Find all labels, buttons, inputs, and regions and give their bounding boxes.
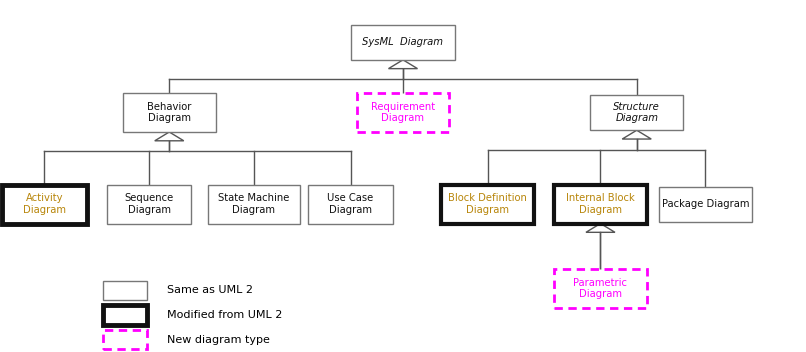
Text: State Machine
Diagram: State Machine Diagram [218,193,289,215]
Text: Modified from UML 2: Modified from UML 2 [168,310,283,320]
Text: Internal Block
Diagram: Internal Block Diagram [566,193,635,215]
Bar [442,185,534,224]
Text: Package Diagram: Package Diagram [662,199,749,209]
Bar [103,281,147,300]
Text: Same as UML 2: Same as UML 2 [168,285,253,295]
Text: Behavior
Diagram: Behavior Diagram [147,102,192,124]
Bar [106,185,192,224]
Bar [590,95,683,130]
Bar [308,185,393,224]
Bar [555,185,647,224]
Bar [123,93,216,132]
Bar [357,93,450,132]
Text: SysML  Diagram: SysML Diagram [363,37,443,47]
Polygon shape [586,224,615,232]
Bar [103,305,147,325]
Bar [103,330,147,349]
Bar [2,185,87,224]
Text: Use Case
Diagram: Use Case Diagram [327,193,374,215]
Polygon shape [622,130,651,139]
Text: Requirement
Diagram: Requirement Diagram [371,102,435,124]
Text: New diagram type: New diagram type [168,335,270,345]
Text: Sequence
Diagram: Sequence Diagram [124,193,174,215]
Bar [351,25,455,60]
Text: Structure
Diagram: Structure Diagram [613,102,660,124]
Text: Block Definition
Diagram: Block Definition Diagram [448,193,527,215]
Bar [208,185,300,224]
Polygon shape [155,132,184,141]
Text: Activity
Diagram: Activity Diagram [23,193,66,215]
Bar [659,187,751,222]
Text: Parametric
Diagram: Parametric Diagram [574,278,627,300]
Polygon shape [388,60,418,69]
Bar [555,269,647,308]
